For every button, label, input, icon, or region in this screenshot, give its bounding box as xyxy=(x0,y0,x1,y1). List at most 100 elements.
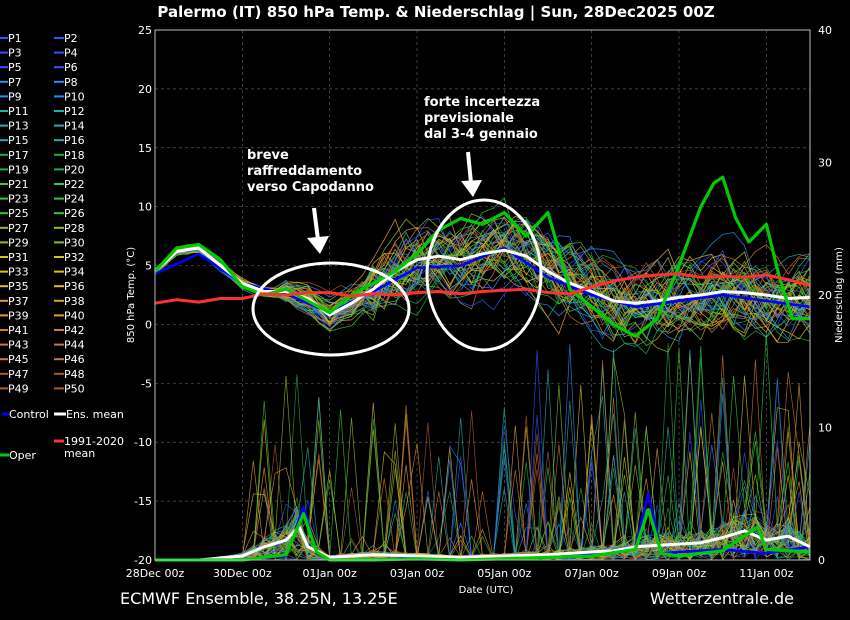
plot-frame xyxy=(154,29,811,561)
legend-label-mean: Ens. mean xyxy=(66,408,124,421)
legend-label-p25: P25 xyxy=(8,207,29,220)
annotation-line: forte incertezza xyxy=(424,95,540,110)
legend-label-p21: P21 xyxy=(8,178,29,191)
annotation-line: breve xyxy=(247,148,289,163)
y-tick-label: -20 xyxy=(134,554,152,567)
annotation-line: dal 3-4 gennaio xyxy=(424,127,538,142)
series-line-ens-mean-temp xyxy=(153,246,811,317)
y-tick-label: 10 xyxy=(138,201,152,214)
legend-label-p13: P13 xyxy=(8,120,29,133)
legend-label-p24: P24 xyxy=(64,193,85,206)
series-line-oper-precip xyxy=(155,508,811,562)
y-tick-label: 15 xyxy=(138,142,152,155)
annotation-line: raffreddamento xyxy=(247,164,362,179)
ensemble-members xyxy=(154,197,811,562)
series-line-oper-temp xyxy=(153,175,810,338)
legend-label-climate-2: mean xyxy=(64,447,95,460)
legend-label-control: Control xyxy=(9,408,49,421)
series-line-control-temp xyxy=(154,246,811,314)
x-tick-label: 03Jan 00z xyxy=(390,567,444,580)
legend-label-p36: P36 xyxy=(64,280,85,293)
legend-label-p48: P48 xyxy=(64,368,85,381)
legend-label-p19: P19 xyxy=(8,163,29,176)
legend-label-p20: P20 xyxy=(64,163,85,176)
legend-label-p49: P49 xyxy=(8,382,29,395)
legend-label-p30: P30 xyxy=(64,236,85,249)
legend-label-p31: P31 xyxy=(8,251,29,264)
x-axis-label: Date (UTC) xyxy=(459,585,514,596)
legend-label-p18: P18 xyxy=(64,149,85,162)
footer-source: ECMWF Ensemble, 38.25N, 13.25E xyxy=(120,589,398,608)
annotation-ellipse xyxy=(425,198,543,352)
legend-label-p47: P47 xyxy=(8,368,29,381)
annotation-line: verso Capodanno xyxy=(247,180,374,195)
legend-label-p14: P14 xyxy=(64,120,85,133)
x-tick-label: 09Jan 00z xyxy=(652,567,706,580)
y-axis-right-ticks: 40 30 20 10 0 xyxy=(818,24,832,567)
legend-label-p45: P45 xyxy=(8,353,29,366)
legend-label-p12: P12 xyxy=(64,105,85,118)
legend-label-p23: P23 xyxy=(8,193,29,206)
legend-label-p28: P28 xyxy=(64,222,85,235)
legend-label-p43: P43 xyxy=(8,339,29,352)
legend-label-p42: P42 xyxy=(64,324,85,337)
y2-tick-label: 10 xyxy=(818,422,832,435)
legend-label-p8: P8 xyxy=(64,76,78,89)
y-axis-left-label: 850 hPa Temp. (°C) xyxy=(126,247,137,343)
legend-label-p5: P5 xyxy=(8,61,22,74)
annotation-arrowhead xyxy=(461,180,482,197)
y-tick-label: 5 xyxy=(145,260,152,273)
legend-label-p29: P29 xyxy=(8,236,29,249)
legend: P1 P2 P3 P4 P5 P6 P7 P8 P9 P10 P11 P12 P13 P14 P15 P16 P… xyxy=(0,32,85,395)
y-tick-label: -5 xyxy=(141,377,152,390)
y2-tick-label: 20 xyxy=(818,289,832,302)
y-axis-right-label: Niederschlag (mm) xyxy=(834,247,845,343)
series-line-ens-mean-precip xyxy=(155,525,811,562)
legend-label-p7: P7 xyxy=(8,76,22,89)
legend-label-p50: P50 xyxy=(64,382,85,395)
x-tick-label: 11Jan 00z xyxy=(739,567,793,580)
legend-label-p32: P32 xyxy=(64,251,85,264)
legend-special: Control Ens. mean 1991-2020 mean Oper xyxy=(0,408,124,462)
annotation-arrow xyxy=(312,207,320,241)
x-tick-label: 05Jan 00z xyxy=(477,567,531,580)
legend-label-p2: P2 xyxy=(64,32,78,45)
legend-label-p10: P10 xyxy=(64,90,85,103)
member-precip-line xyxy=(155,342,811,561)
member-precip-line xyxy=(155,383,811,561)
x-tick-label: 28Dec 00z xyxy=(126,567,185,580)
legend-label-p41: P41 xyxy=(8,324,29,337)
annotation-capodanno: breve raffreddamento verso Capodanno xyxy=(247,148,411,357)
annotation-arrow xyxy=(466,151,473,184)
annotation-incertezza: forte incertezza previsionale dal 3-4 ge… xyxy=(424,95,543,352)
y-tick-label: -15 xyxy=(134,495,152,508)
legend-label-p22: P22 xyxy=(64,178,85,191)
y2-tick-label: 40 xyxy=(818,24,832,37)
y-tick-label: 0 xyxy=(145,318,152,331)
legend-label-p26: P26 xyxy=(64,207,85,220)
y2-tick-label: 30 xyxy=(818,157,832,170)
y-axis-left-ticks: 25 20 15 10 5 0 -5 -10 -15 -20 xyxy=(134,24,152,567)
legend-label-p17: P17 xyxy=(8,149,29,162)
legend-label-p4: P4 xyxy=(64,47,78,60)
series-line-1991-2020-mean-temp xyxy=(154,272,811,305)
annotation-arrowhead xyxy=(307,236,329,254)
legend-label-p37: P37 xyxy=(8,295,29,308)
annotation-line: previsionale xyxy=(424,111,514,126)
x-tick-label: 07Jan 00z xyxy=(565,567,619,580)
y-tick-label: 25 xyxy=(138,24,152,37)
x-tick-label: 01Jan 00z xyxy=(303,567,357,580)
y2-tick-label: 0 xyxy=(818,554,825,567)
key-lines xyxy=(153,175,811,562)
legend-label-p34: P34 xyxy=(64,266,85,279)
legend-label-p44: P44 xyxy=(64,339,85,352)
y-tick-label: -10 xyxy=(134,436,152,449)
footer-brand: Wetterzentrale.de xyxy=(650,589,794,608)
legend-label-p40: P40 xyxy=(64,309,85,322)
chart-title: Palermo (IT) 850 hPa Temp. & Niederschla… xyxy=(157,3,714,22)
legend-label-p15: P15 xyxy=(8,134,29,147)
legend-label-p38: P38 xyxy=(64,295,85,308)
legend-label-p1: P1 xyxy=(8,32,22,45)
legend-label-p33: P33 xyxy=(8,266,29,279)
